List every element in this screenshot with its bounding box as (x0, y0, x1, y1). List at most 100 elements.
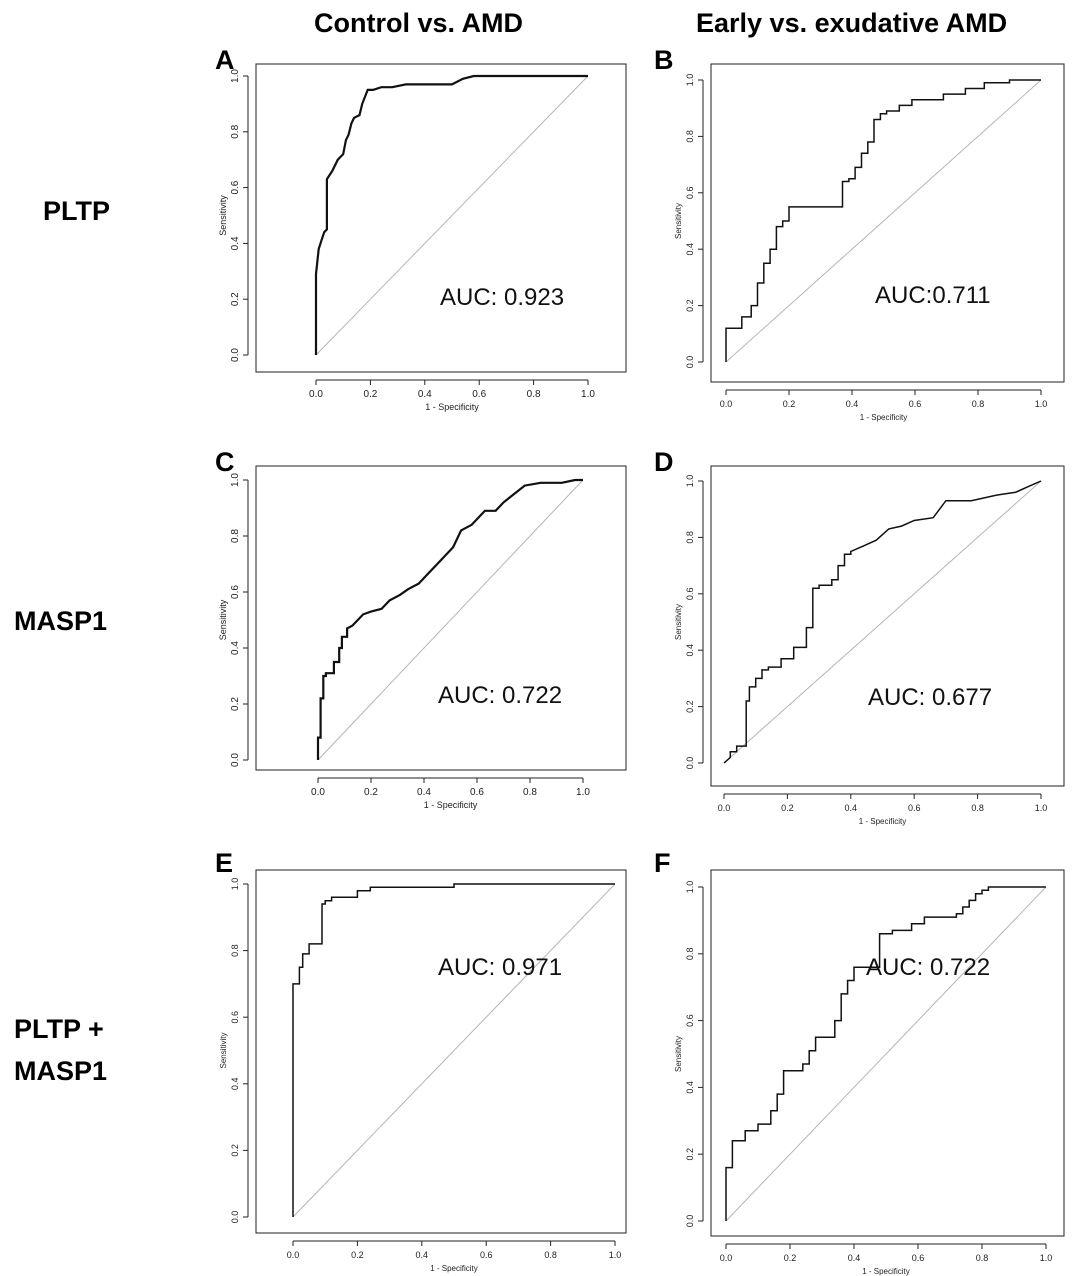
panel-letter-b: B (654, 45, 674, 75)
x-tick-label-b: 0.2 (783, 399, 796, 409)
chance-diagonal-b (725, 79, 1042, 363)
y-tick-label-b: 1.0 (685, 74, 695, 87)
y-tick-label-d: 1.0 (685, 475, 695, 488)
x-tick-label-c: 0.6 (470, 787, 484, 798)
roc-curve-a (314, 74, 588, 355)
panel-letter-a: A (215, 45, 235, 75)
y-tick-label-f: 0.8 (685, 948, 695, 961)
x-tick-label-d: 1.0 (1035, 803, 1048, 813)
x-tick-label-c: 0.8 (523, 787, 537, 798)
y-axis-label-c: Sensitivity (218, 599, 228, 640)
row-header-pltp: PLTP (43, 196, 110, 226)
x-axis-label-e: 1 - Specificity (430, 1264, 478, 1273)
y-tick-label-a: 0.8 (230, 124, 241, 138)
y-tick-label-d: 0.2 (685, 700, 695, 713)
y-tick-label-e: 0.2 (230, 1144, 240, 1157)
auc-annotation-c: AUC: 0.722 (438, 682, 562, 709)
x-tick-label-b: 1.0 (1035, 399, 1048, 409)
y-tick-label-a: 0.2 (230, 292, 241, 306)
roc-curve-c (316, 478, 583, 760)
y-tick-label-a: 0.4 (230, 236, 241, 250)
chance-diagonal-f (725, 886, 1047, 1222)
y-tick-label-d: 0.0 (685, 757, 695, 770)
y-tick-label-b: 0.4 (685, 243, 695, 256)
x-tick-label-a: 0.0 (309, 389, 323, 400)
y-tick-label-b: 0.8 (685, 130, 695, 143)
x-tick-label-a: 1.0 (581, 389, 595, 400)
y-tick-label-f: 0.2 (685, 1148, 695, 1161)
y-tick-label-f: 1.0 (685, 881, 695, 894)
y-axis-label-f: Sensitivity (674, 1036, 683, 1072)
y-tick-label-a: 0.6 (230, 180, 241, 194)
x-tick-label-b: 0.0 (720, 399, 733, 409)
auc-annotation-d: AUC: 0.677 (868, 684, 992, 711)
y-tick-label-d: 0.8 (685, 531, 695, 544)
y-tick-label-a: 0.0 (230, 348, 241, 362)
chance-diagonal-a (315, 75, 589, 356)
x-tick-label-f: 0.2 (784, 1253, 797, 1263)
x-tick-label-a: 0.4 (418, 389, 432, 400)
auc-annotation-e: AUC: 0.971 (438, 954, 562, 981)
chance-diagonal-d (723, 480, 1042, 764)
x-tick-label-f: 0.4 (848, 1253, 861, 1263)
x-tick-label-e: 0.4 (416, 1250, 429, 1260)
x-tick-label-a: 0.2 (363, 389, 377, 400)
y-tick-label-f: 0.6 (685, 1014, 695, 1027)
auc-annotation-b: AUC:0.711 (875, 282, 991, 309)
y-tick-label-c: 1.0 (230, 473, 241, 487)
y-tick-label-f: 0.4 (685, 1081, 695, 1094)
y-tick-label-c: 0.8 (230, 529, 241, 543)
plot-frame-f (710, 869, 1065, 1237)
x-tick-label-c: 0.0 (311, 787, 325, 798)
chart-panel-f: 0.0 0.2 0.4 0.6 0.8 1.0 1 - Specificity 0.0 0.2 0… (674, 869, 1065, 1276)
x-tick-label-c: 0.2 (364, 787, 378, 798)
x-tick-label-b: 0.8 (972, 399, 985, 409)
x-tick-label-c: 1.0 (576, 787, 590, 798)
y-tick-label-e: 0.8 (230, 944, 240, 957)
y-tick-label-d: 0.4 (685, 644, 695, 657)
row-header-pltp-masp1: PLTP + MASP1 (14, 1008, 107, 1092)
x-tick-label-c: 0.4 (417, 787, 431, 798)
y-tick-label-b: 0.0 (685, 356, 695, 369)
plot-frame-b (710, 63, 1065, 383)
panel-letter-c: C (215, 447, 235, 477)
y-tick-label-b: 0.6 (685, 187, 695, 200)
chart-panel-b: 0.0 0.2 0.4 0.6 0.8 1.0 1 - Specificity 0.0 0.2 0… (674, 63, 1065, 422)
y-tick-label-c: 0.0 (230, 753, 241, 767)
x-axis-label-c: 1 - Specificity (424, 800, 478, 810)
x-tick-label-f: 0.6 (912, 1253, 925, 1263)
roc-curve-d (723, 480, 1042, 764)
y-tick-label-e: 0.0 (230, 1211, 240, 1224)
auc-annotation-a: AUC: 0.923 (440, 284, 564, 311)
x-tick-label-f: 0.0 (720, 1253, 733, 1263)
panel-letter-d: D (654, 447, 674, 477)
x-tick-label-b: 0.6 (909, 399, 922, 409)
plot-frame-c (255, 465, 627, 771)
panel-letter-f: F (654, 848, 671, 878)
roc-curve-e (292, 883, 615, 1217)
y-tick-label-e: 1.0 (230, 878, 240, 891)
y-axis-label-e: Sensitivity (219, 1032, 228, 1068)
y-tick-label-c: 0.6 (230, 585, 241, 599)
chance-diagonal-e (292, 883, 616, 1218)
auc-annotation-f: AUC: 0.722 (866, 954, 990, 981)
y-axis-label-a: Sensitivity (218, 195, 228, 236)
x-tick-label-e: 0.6 (480, 1250, 493, 1260)
plot-frame-a (255, 63, 627, 373)
plot-frame-e (255, 869, 627, 1234)
panel-letter-e: E (215, 848, 234, 878)
chance-diagonal-c (317, 479, 584, 761)
x-tick-label-e: 0.0 (287, 1250, 300, 1260)
y-tick-label-c: 0.2 (230, 697, 241, 711)
x-tick-label-e: 1.0 (609, 1250, 622, 1260)
x-tick-label-d: 0.6 (908, 803, 921, 813)
column-header-control-vs-amd: Control vs. AMD (314, 8, 523, 38)
y-axis-label-d: Sensitivity (674, 604, 683, 640)
x-axis-label-a: 1 - Specificity (425, 402, 479, 412)
roc-curve-b (725, 79, 1041, 362)
y-axis-label-b: Sensitivity (674, 203, 683, 239)
x-tick-label-d: 0.0 (718, 803, 731, 813)
x-axis-label-f: 1 - Specificity (862, 1267, 910, 1276)
x-axis-label-d: 1 - Specificity (859, 817, 907, 826)
